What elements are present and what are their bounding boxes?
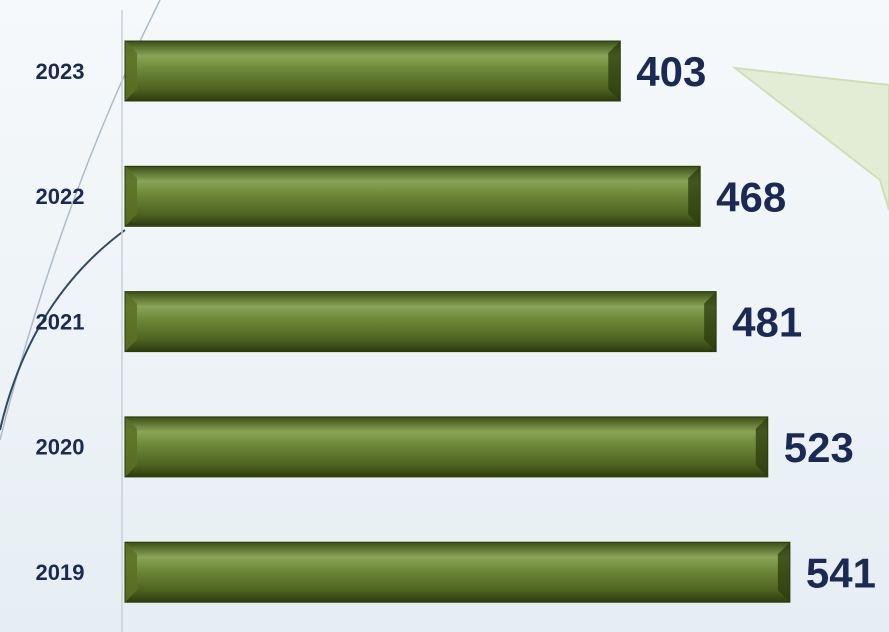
y-tick-label: 2019 xyxy=(36,560,85,585)
bar-part xyxy=(704,291,717,352)
bar xyxy=(124,40,621,102)
y-tick-label: 2021 xyxy=(36,309,85,334)
y-tick-label: 2023 xyxy=(36,59,85,84)
bar xyxy=(124,165,701,227)
callout xyxy=(731,66,889,211)
bar xyxy=(124,291,717,353)
bar-part xyxy=(125,291,717,352)
data-label: 523 xyxy=(784,424,854,471)
bar-part xyxy=(125,542,790,603)
bar-part xyxy=(125,41,137,101)
bar-part xyxy=(125,416,137,477)
y-tick-label: 2022 xyxy=(36,184,85,209)
bar-part xyxy=(125,542,137,603)
data-label: 468 xyxy=(716,173,786,220)
bar-part xyxy=(124,291,717,353)
bar-part xyxy=(777,542,790,603)
bar-part xyxy=(125,166,137,227)
bar xyxy=(124,541,791,603)
bar-part xyxy=(124,165,701,227)
data-label: 481 xyxy=(732,299,802,346)
bar-part xyxy=(688,166,701,227)
bar-part xyxy=(608,41,621,101)
data-label: 403 xyxy=(636,48,706,95)
data-label: 541 xyxy=(806,549,876,596)
bar-part xyxy=(125,291,137,352)
bar-part xyxy=(125,41,621,101)
bar-part xyxy=(124,416,769,478)
decor-curve xyxy=(0,229,126,431)
bar-part xyxy=(125,416,768,477)
bar-part xyxy=(125,166,701,227)
y-tick-label: 2020 xyxy=(36,435,85,460)
bar-part xyxy=(755,416,768,477)
bar xyxy=(124,416,769,478)
bar-part xyxy=(124,40,621,102)
bar-part xyxy=(124,541,791,603)
